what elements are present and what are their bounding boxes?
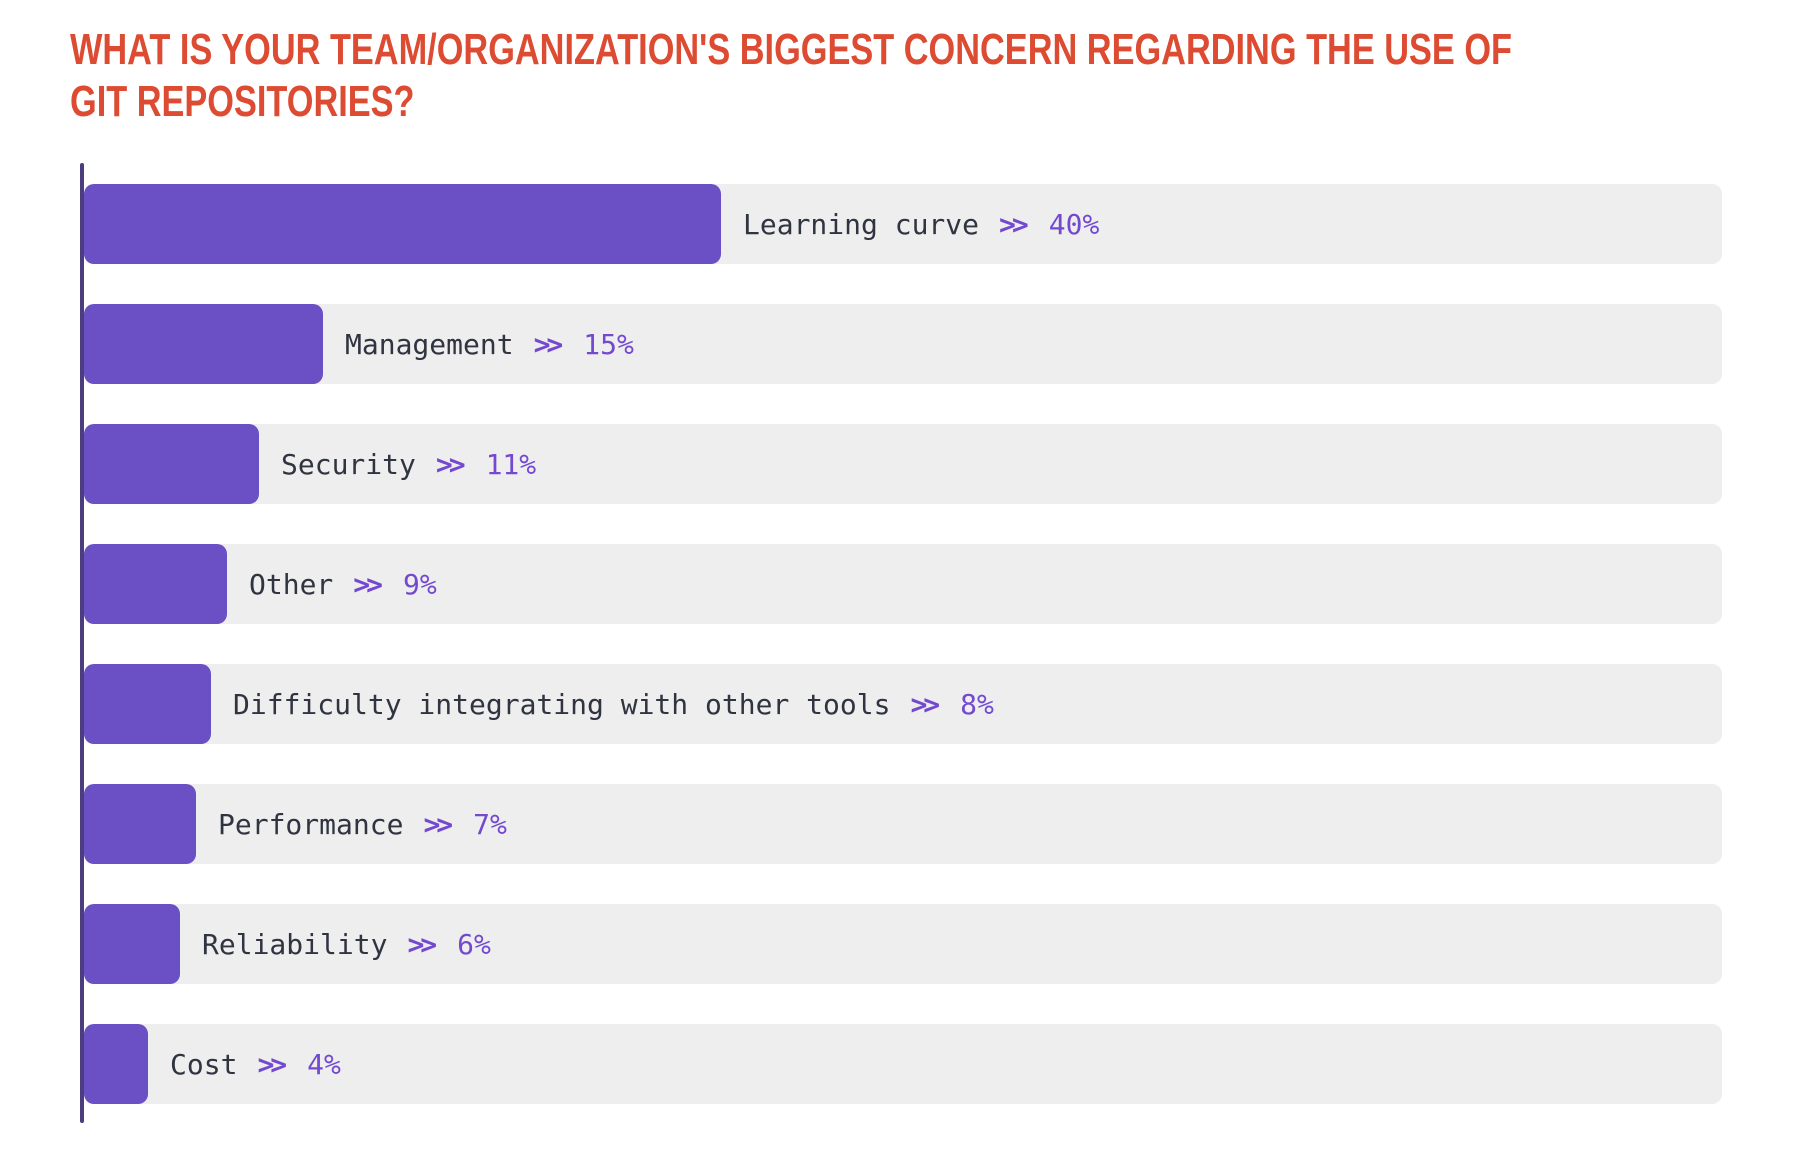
category-label: Security [281,447,416,481]
chevron-right-icon: >> [257,1047,287,1081]
value-label: 6% [457,927,491,961]
chevron-right-icon: >> [533,327,564,361]
category-label: Learning curve [743,207,980,241]
bar-track [84,784,1722,864]
page-title-line-1: WHAT IS YOUR TEAM/ORGANIZATION'S BIGGEST… [70,25,1513,74]
row-label: Other >> 9% [249,544,437,624]
value-label: 9% [403,567,437,601]
chevron-right-icon: >> [423,807,453,841]
value-label: 40% [1048,207,1100,241]
category-label: Performance [218,807,404,841]
chart-row: Performance >> 7% [84,784,1722,864]
chart-row: Learning curve >> 40% [84,184,1722,264]
row-label: Cost >> 4% [170,1024,341,1104]
page-title-line-2: GIT REPOSITORIES? [70,77,415,126]
chevron-right-icon: >> [910,687,940,721]
bar-chart: Learning curve >> 40% Management >> 15% Securi… [84,184,1722,1104]
chevron-right-icon: >> [999,207,1029,241]
value-label: 8% [960,687,994,721]
bar-fill [84,544,227,624]
bar-fill [84,424,259,504]
bar-track [84,664,1722,744]
category-label: Reliability [202,927,388,961]
category-label: Management [345,327,514,361]
row-label: Difficulty integrating with other tools >… [233,664,994,744]
bar-track [84,424,1722,504]
chevron-right-icon: >> [407,927,437,961]
row-label: Learning curve >> 40% [743,184,1099,264]
value-label: 15% [583,327,634,361]
chevron-right-icon: >> [353,567,383,601]
value-label: 7% [473,807,507,841]
value-label: 4% [307,1047,341,1081]
row-label: Security >> 11% [281,424,536,504]
chart-row: Reliability >> 6% [84,904,1722,984]
category-label: Other [249,567,334,601]
category-label: Cost [170,1047,238,1081]
row-label: Performance >> 7% [218,784,507,864]
value-label: 11% [485,447,537,481]
bar-fill [84,664,211,744]
bar-track [84,904,1722,984]
bar-track [84,304,1722,384]
bar-fill [84,904,180,984]
chart-row: Other >> 9% [84,544,1722,624]
chart-row: Security >> 11% [84,424,1722,504]
category-label: Difficulty integrating with other tools [233,687,891,721]
row-label: Management >> 15% [345,304,634,384]
bar-fill [84,184,721,264]
bar-fill [84,304,323,384]
chart-row: Cost >> 4% [84,1024,1722,1104]
chart-row: Difficulty integrating with other tools >… [84,664,1722,744]
bar-track [84,1024,1722,1104]
row-label: Reliability >> 6% [202,904,491,984]
page-title: WHAT IS YOUR TEAM/ORGANIZATION'S BIGGEST… [70,24,1800,128]
chart-row: Management >> 15% [84,304,1722,384]
chevron-right-icon: >> [435,447,466,481]
y-axis-line [80,163,84,1123]
bar-track [84,544,1722,624]
bar-fill [84,1024,148,1104]
bar-fill [84,784,196,864]
